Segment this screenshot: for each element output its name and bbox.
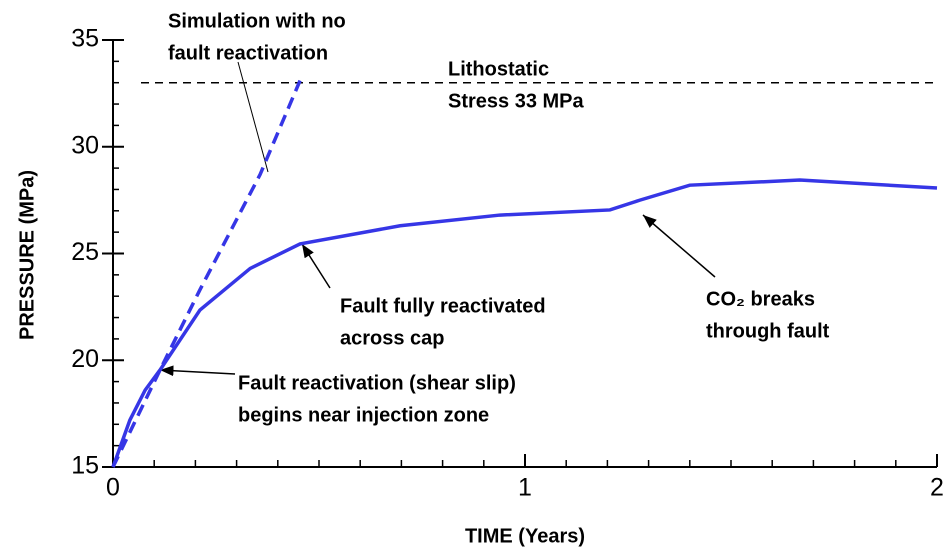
- annotation: CO₂ breaks: [706, 288, 815, 310]
- arrow: [642, 214, 716, 278]
- arrow: [159, 365, 236, 377]
- x-tick-label: 1: [518, 474, 532, 502]
- annotation: Stress 33 MPa: [448, 90, 585, 112]
- series-line: [111, 178, 938, 468]
- annotation: Lithostatic: [448, 58, 549, 80]
- y-axis-title: PRESSURE (MPa): [16, 170, 38, 340]
- annotation: through fault: [706, 320, 830, 342]
- x-axis-title: TIME (Years): [465, 525, 585, 547]
- leader-line: [237, 61, 269, 173]
- y-tick-label: 20: [71, 345, 99, 373]
- y-tick-label: 25: [71, 238, 99, 266]
- y-tick-label: 35: [71, 25, 99, 53]
- x-tick-label: 2: [930, 474, 944, 502]
- y-tick-label: 30: [71, 131, 99, 159]
- y-tick-label: 15: [71, 452, 99, 480]
- series-line: [111, 79, 302, 468]
- arrow: [301, 243, 331, 289]
- annotation: begins near injection zone: [238, 404, 489, 426]
- annotation: Simulation with no: [168, 10, 346, 32]
- annotation: across cap: [340, 327, 445, 349]
- x-tick-label: 0: [106, 474, 120, 502]
- annotation: Fault fully reactivated: [340, 295, 546, 317]
- annotation: Fault reactivation (shear slip): [238, 372, 516, 394]
- annotation: fault reactivation: [168, 42, 328, 64]
